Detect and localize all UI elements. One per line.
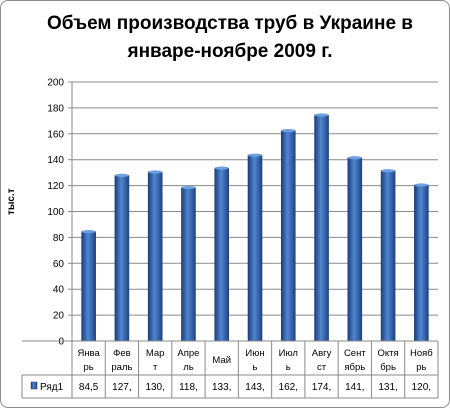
data-label: 131, [378, 382, 397, 393]
x-tick-label-line: Авгу [312, 348, 332, 359]
x-tick-label-line: т [153, 362, 158, 373]
bar-top [314, 113, 329, 117]
data-label: 130, [145, 382, 164, 393]
data-label: 118, [179, 382, 198, 393]
x-tick-label: Авгу ст [312, 348, 332, 373]
y-tick-label: 200 [47, 78, 64, 89]
x-tick-label-line: ль [183, 362, 194, 373]
x-tick-label-line: Нояб [410, 348, 433, 359]
y-tick-label: 180 [47, 103, 64, 114]
bar-top [214, 166, 229, 170]
bar-top [347, 156, 362, 160]
chart-title: Объем производства труб в Украине в янва… [47, 13, 413, 62]
bar [214, 167, 230, 342]
bar-top [248, 153, 262, 157]
x-tick-label-line: Фев [113, 348, 131, 359]
x-tick-label: Апре ль [177, 348, 199, 373]
y-tick-label: 160 [47, 129, 64, 140]
bars [81, 113, 429, 342]
data-label: 143, [245, 382, 264, 393]
x-tick-label-line: Апре [177, 348, 199, 359]
x-tick-label-line: Май [212, 355, 231, 366]
x-tick-label-line: ст [317, 362, 327, 373]
data-table: Янва рь Фев раль Мар т Апре ль Май Июн ь Июл ь Авгу ст… [21, 340, 439, 399]
x-tick-label: Октя брь [378, 348, 399, 373]
data-label: 84,5 [79, 382, 99, 393]
data-label: 174, [312, 382, 331, 393]
x-tick-label-line: ябрь [344, 362, 365, 373]
bar [347, 157, 363, 342]
y-tick-label: 120 [47, 181, 64, 192]
x-tick-label-line: Янва [77, 348, 100, 359]
y-tick-label: 60 [53, 259, 65, 270]
x-tick-label: Янва рь [77, 348, 100, 373]
y-tick-label: 100 [47, 207, 64, 218]
x-tick-label-line: брь [380, 362, 396, 373]
x-tick-label-line: ь [286, 362, 291, 373]
data-label: 133, [212, 382, 231, 393]
bar-top [281, 128, 296, 133]
y-tick-label: 20 [53, 311, 65, 322]
bar [181, 187, 196, 342]
legend-swatch [30, 381, 38, 390]
x-tick-label: Сент ябрь [344, 348, 366, 373]
bar-top [414, 183, 429, 187]
data-label: 162, [279, 382, 298, 393]
bar [414, 184, 429, 342]
x-tick-label-line: ь [253, 362, 258, 373]
y-axis-ticks: 0 20 40 60 80 100 120 140 160 180 200 [47, 78, 64, 348]
x-tick-label: Фев раль [111, 348, 132, 373]
bar [114, 175, 130, 342]
y-tick-label: 0 [58, 337, 64, 348]
data-label: 141, [345, 382, 364, 393]
x-tick-label-line: Июл [279, 348, 298, 359]
y-tick-label: 80 [53, 233, 65, 244]
x-tick-label-line: Июн [245, 348, 264, 359]
bar-top [114, 173, 129, 177]
x-tick-label: Июн ь [245, 348, 264, 373]
x-tick-label-line: Мар [146, 348, 165, 359]
x-tick-label: Июл ь [279, 348, 298, 373]
bar-top [381, 169, 396, 173]
x-tick-label: Нояб рь [410, 348, 433, 373]
bar [147, 171, 163, 342]
bar-top [81, 229, 96, 234]
bar [280, 130, 296, 342]
bar [314, 114, 329, 342]
bar [247, 154, 263, 342]
data-label: 127, [112, 382, 131, 393]
bar [380, 170, 396, 342]
x-tick-label-line: рь [84, 362, 94, 373]
x-tick-label: Май [212, 355, 231, 366]
legend-label: Ряд1 [40, 382, 64, 393]
x-tick-label: Мар т [146, 348, 165, 373]
x-tick-label-line: рь [416, 362, 426, 373]
bar-top [148, 170, 163, 174]
bar [81, 231, 96, 342]
data-label: 120, [412, 382, 431, 393]
x-tick-label-line: раль [111, 362, 132, 373]
x-tick-label-line: Сент [344, 348, 366, 359]
bar-top [181, 185, 196, 190]
y-tick-label: 40 [53, 285, 65, 296]
y-tick-label: 140 [47, 155, 64, 166]
x-tick-label-line: Октя [378, 348, 399, 359]
